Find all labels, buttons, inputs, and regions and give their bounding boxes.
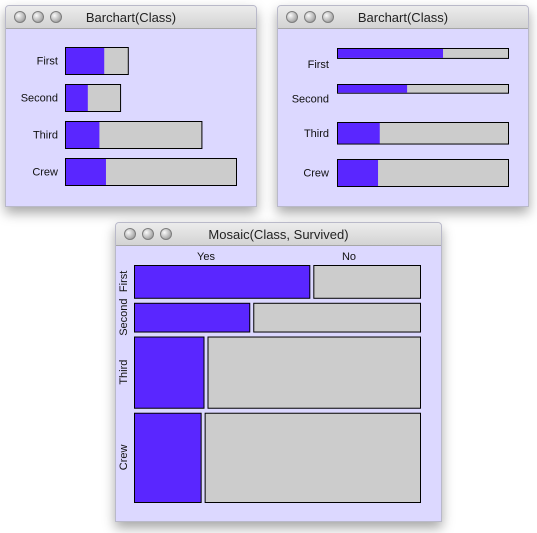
category-label: Crew xyxy=(303,168,329,180)
bar-highlight xyxy=(66,85,88,111)
bar-total xyxy=(337,122,509,145)
bar-highlight xyxy=(66,159,106,185)
mosaic-window: Mosaic(Class, Survived) Yes No First Second… xyxy=(115,222,442,522)
row-label: Third xyxy=(118,360,130,385)
category-label: Third xyxy=(304,128,329,140)
barchart-svg: First Second Third Crew xyxy=(21,47,237,186)
column-label-no: No xyxy=(342,251,356,263)
window-title: Mosaic(Class, Survived) xyxy=(208,227,349,242)
zoom-button[interactable] xyxy=(50,11,62,23)
row-label: Crew xyxy=(118,444,130,470)
category-label: Second xyxy=(21,93,58,105)
mosaic-cell-no xyxy=(207,336,421,409)
minimize-button[interactable] xyxy=(32,11,44,23)
zoom-button[interactable] xyxy=(160,228,172,240)
category-label: First xyxy=(37,56,58,68)
barchart-window-1: Barchart(Class) First Second Third Crew xyxy=(5,5,257,207)
window-titlebar[interactable]: Barchart(Class) xyxy=(278,6,528,29)
row-label: Second xyxy=(118,298,130,335)
category-label: Second xyxy=(292,94,329,106)
bar-highlight xyxy=(338,123,380,144)
mosaic-cell-no xyxy=(253,302,421,333)
bar-highlight xyxy=(66,122,100,148)
mosaic-plot-area: Yes No First Second Third Crew xyxy=(116,246,441,521)
window-title: Barchart(Class) xyxy=(85,10,177,25)
mosaic-cell-yes xyxy=(134,302,251,333)
category-label: Third xyxy=(33,130,58,142)
spineplot-svg: First Second Third Crew xyxy=(292,48,509,187)
minimize-button[interactable] xyxy=(142,228,154,240)
zoom-button[interactable] xyxy=(322,11,334,23)
barchart-plot-area: First Second Third Crew xyxy=(6,29,256,206)
barchart-window-2: Barchart(Class) First Second Third Crew xyxy=(277,5,529,207)
window-titlebar[interactable]: Mosaic(Class, Survived) xyxy=(116,223,441,246)
mosaic-cell-yes xyxy=(134,336,205,409)
category-label: Crew xyxy=(32,167,58,179)
bar-total xyxy=(337,84,509,94)
close-button[interactable] xyxy=(14,11,26,23)
window-title: Barchart(Class) xyxy=(357,10,449,25)
mosaic-svg: Yes No First Second Third Crew xyxy=(118,251,422,503)
window-titlebar[interactable]: Barchart(Class) xyxy=(6,6,256,29)
bar-highlight xyxy=(338,85,408,93)
mosaic-cell-no xyxy=(204,412,421,503)
mosaic-cell-yes xyxy=(134,412,202,503)
category-label: First xyxy=(308,59,329,71)
column-label-yes: Yes xyxy=(197,251,215,263)
minimize-button[interactable] xyxy=(304,11,316,23)
bar-highlight xyxy=(338,49,444,58)
row-label: First xyxy=(118,271,130,292)
mosaic-cell-yes xyxy=(134,265,311,299)
bar-highlight xyxy=(338,160,379,186)
close-button[interactable] xyxy=(124,228,136,240)
close-button[interactable] xyxy=(286,11,298,23)
mosaic-cell-no xyxy=(313,265,422,299)
bar-highlight xyxy=(66,48,105,74)
spineplot-plot-area: First Second Third Crew xyxy=(278,29,528,206)
